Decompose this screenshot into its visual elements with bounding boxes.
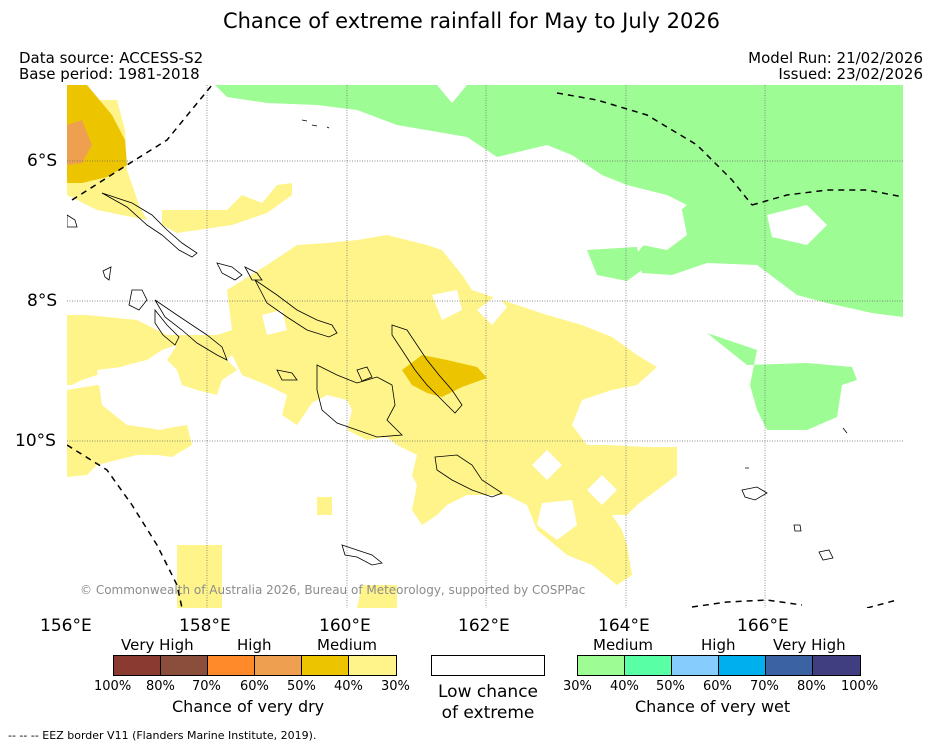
wet-tick: 100% [841, 679, 879, 694]
wet-colorbar [577, 655, 861, 676]
wet-swatch-0 [578, 656, 625, 675]
wet-tick: 50% [656, 679, 685, 694]
source-info: Data source: ACCESS-S2 Base period: 1981… [19, 50, 203, 82]
eez-footnote: -- -- -- EEZ border V11 (Flanders Marine… [8, 729, 317, 742]
wet-cat-medium: Medium [593, 636, 653, 654]
dry-tick: 30% [381, 679, 410, 694]
lon-label-162e: 162°E [458, 616, 510, 636]
dry-cat-medium: Medium [317, 636, 377, 654]
lat-label-6s: 6°S [27, 151, 58, 171]
eez-borders [67, 85, 903, 608]
low-chance-line2: of extreme [441, 703, 535, 723]
dry-tick: 80% [146, 679, 175, 694]
wet-tick: 70% [750, 679, 779, 694]
wet-swatch-4 [766, 656, 813, 675]
graticule [67, 85, 903, 608]
issued-date: Issued: 23/02/2026 [778, 65, 923, 83]
dry-regions [67, 100, 677, 608]
dry-medium-regions [67, 85, 487, 397]
wet-tick: 60% [703, 679, 732, 694]
dry-swatch-4 [302, 656, 349, 675]
dry-swatch-3 [255, 656, 302, 675]
lon-label-158e: 158°E [179, 616, 231, 636]
base-period: Base period: 1981-2018 [19, 65, 200, 83]
lat-label-8s: 8°S [27, 291, 58, 311]
data-source: Data source: ACCESS-S2 [19, 49, 204, 67]
coastlines [67, 119, 848, 566]
low-chance-line1: Low chance [438, 682, 538, 702]
copyright-text: © Commonwealth of Australia 2026, Bureau… [80, 583, 585, 597]
run-info: Model Run: 21/02/2026 Issued: 23/02/2026 [748, 50, 923, 82]
wet-legend-title: Chance of very wet [635, 697, 791, 716]
lon-label-156e: 156°E [40, 616, 92, 636]
model-run: Model Run: 21/02/2026 [748, 49, 923, 67]
dry-legend-title: Chance of very dry [172, 697, 325, 716]
low-chance-swatch [431, 655, 545, 676]
wet-tick: 30% [563, 679, 592, 694]
wet-tick: 80% [797, 679, 826, 694]
dry-tick: 100% [94, 679, 132, 694]
dry-swatch-2 [208, 656, 255, 675]
dry-swatch-0 [114, 656, 161, 675]
lon-label-166e: 166°E [737, 616, 789, 636]
low-chance-label: Low chance of extreme [431, 682, 545, 724]
dry-gaps [97, 290, 617, 540]
wet-swatch-5 [813, 656, 860, 675]
wet-swatch-2 [672, 656, 719, 675]
lon-label-164e: 164°E [598, 616, 650, 636]
dry-tick: 60% [240, 679, 269, 694]
lat-label-10s: 10°S [15, 431, 56, 451]
dry-tick: 70% [192, 679, 221, 694]
dry-swatch-1 [161, 656, 208, 675]
dry-tick: 50% [287, 679, 316, 694]
map-title: Chance of extreme rainfall for May to Ju… [222, 9, 721, 33]
wet-regions [215, 85, 903, 430]
wet-tick: 40% [610, 679, 639, 694]
dry-cat-very-high: Very High [121, 636, 194, 654]
dry-swatch-5 [349, 656, 396, 675]
dry-tick: 40% [334, 679, 363, 694]
dry-colorbar [113, 655, 397, 676]
wet-swatch-1 [625, 656, 672, 675]
wet-gaps [642, 205, 827, 250]
rainfall-map: © Commonwealth of Australia 2026, Bureau… [67, 85, 903, 608]
lon-label-160e: 160°E [319, 616, 371, 636]
wet-cat-high: High [701, 636, 736, 654]
dry-cat-high: High [237, 636, 272, 654]
wet-cat-very-high: Very High [773, 636, 846, 654]
wet-swatch-3 [719, 656, 766, 675]
